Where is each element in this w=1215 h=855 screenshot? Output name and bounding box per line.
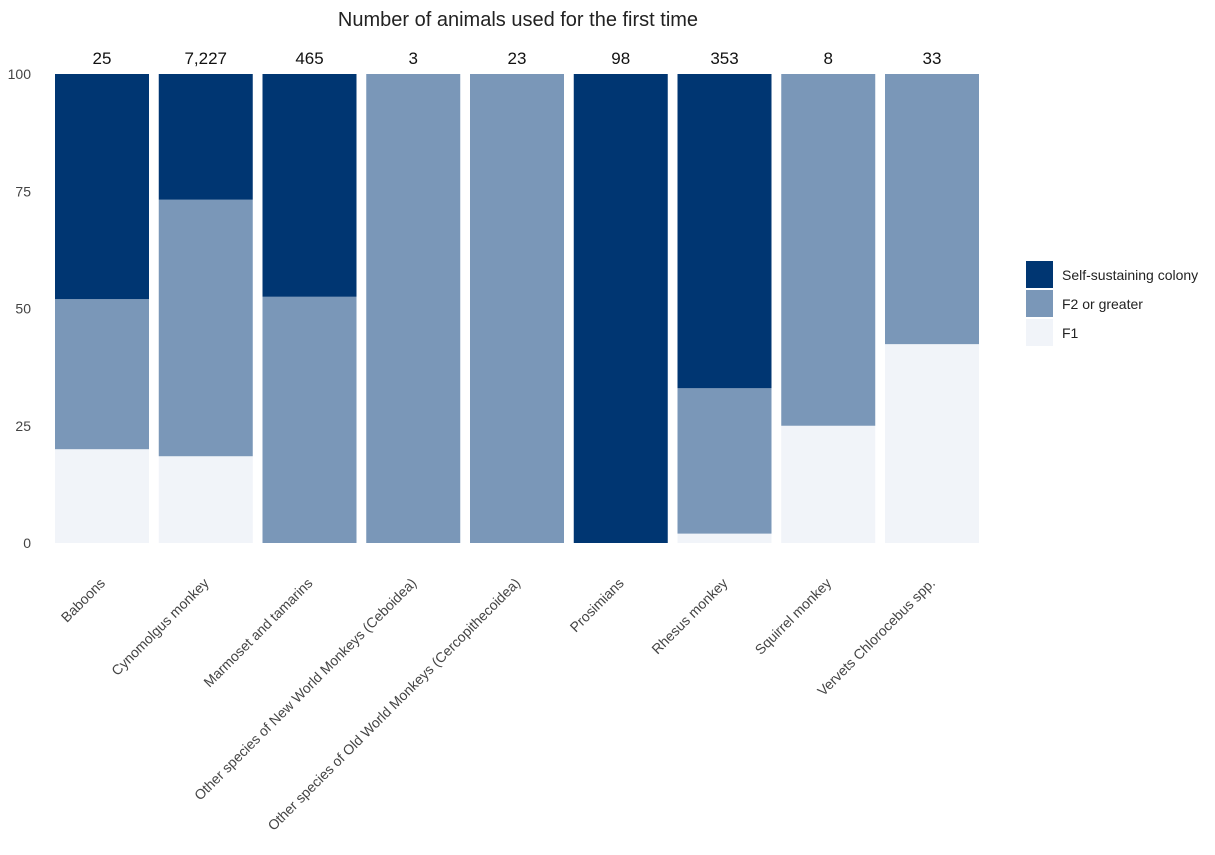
bar-segment bbox=[158, 199, 253, 457]
bar-segment bbox=[677, 533, 772, 543]
bar-segment bbox=[677, 388, 772, 534]
x-tick-label: Other species of Old World Monkeys (Cerc… bbox=[264, 575, 523, 834]
legend: Self-sustaining colony F2 or greater F1 bbox=[1026, 261, 1198, 346]
x-tick-label: Other species of New World Monkeys (Cebo… bbox=[191, 575, 419, 803]
bar-total-label: 98 bbox=[611, 49, 630, 68]
bar-segment bbox=[158, 456, 253, 543]
bar-segment bbox=[262, 74, 357, 297]
legend-swatch bbox=[1026, 261, 1053, 288]
bar-totals: 25 7,227 465 3 23 98 353 8 33 bbox=[93, 49, 942, 68]
bar-segment bbox=[781, 425, 876, 543]
bar-segment bbox=[158, 74, 253, 200]
y-axis: 0 25 50 75 100 bbox=[8, 66, 32, 551]
bar-total-label: 23 bbox=[508, 49, 527, 68]
chart-title: Number of animals used for the first tim… bbox=[338, 9, 698, 31]
bar-segment bbox=[55, 449, 149, 543]
bar-segment bbox=[55, 74, 149, 300]
bar-segment bbox=[885, 344, 979, 543]
bar-segment bbox=[885, 74, 979, 345]
bar-segment bbox=[55, 299, 149, 450]
legend-label: Self-sustaining colony bbox=[1062, 267, 1198, 283]
legend-label: F2 or greater bbox=[1062, 296, 1143, 312]
x-tick-label: Cynomolgus monkey bbox=[108, 575, 212, 679]
bar-total-label: 465 bbox=[295, 49, 323, 68]
y-tick-label: 100 bbox=[8, 66, 32, 82]
bar-total-label: 353 bbox=[710, 49, 738, 68]
y-tick-label: 0 bbox=[23, 535, 31, 551]
bar-total-label: 25 bbox=[93, 49, 112, 68]
x-tick-label: Squirrel monkey bbox=[752, 575, 835, 658]
x-tick-label: Prosimians bbox=[567, 575, 627, 635]
bar-segment bbox=[366, 74, 461, 543]
x-tick-label: Baboons bbox=[58, 575, 108, 625]
x-tick-label: Vervets Chlorocebus spp. bbox=[814, 575, 938, 699]
legend-label: F1 bbox=[1062, 325, 1079, 341]
bar-total-label: 7,227 bbox=[184, 49, 227, 68]
legend-swatch bbox=[1026, 319, 1053, 346]
y-tick-label: 75 bbox=[15, 183, 31, 199]
bar-segment bbox=[470, 74, 564, 543]
legend-swatch bbox=[1026, 290, 1053, 317]
y-tick-label: 50 bbox=[15, 301, 31, 317]
bar-segment bbox=[262, 296, 357, 543]
bar-total-label: 8 bbox=[824, 49, 833, 68]
bar-total-label: 33 bbox=[923, 49, 942, 68]
bars bbox=[55, 74, 979, 543]
bar-segment bbox=[573, 74, 668, 543]
bar-segment bbox=[677, 74, 772, 389]
bar-total-label: 3 bbox=[409, 49, 418, 68]
bar-segment bbox=[781, 74, 876, 426]
y-tick-label: 25 bbox=[15, 418, 31, 434]
x-tick-label: Marmoset and tamarins bbox=[200, 575, 315, 690]
x-tick-label: Rhesus monkey bbox=[648, 575, 730, 657]
